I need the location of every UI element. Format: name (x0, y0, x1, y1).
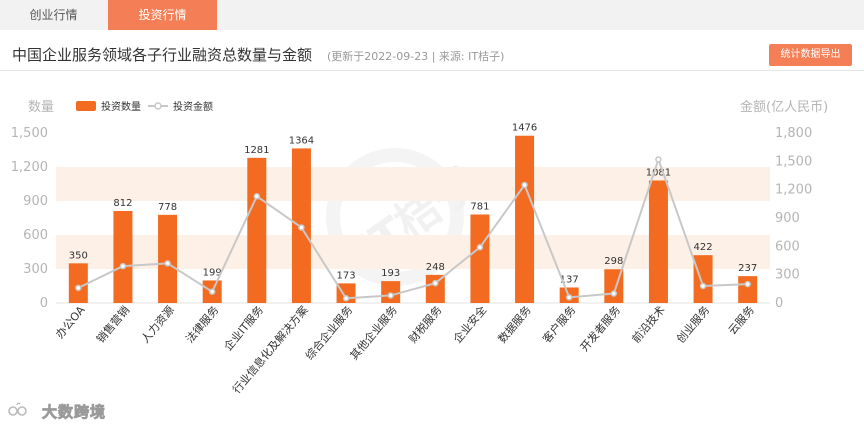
x-category-label: 人力资源 (138, 303, 177, 346)
y-left-tick-label: 300 (23, 262, 48, 277)
x-category-label: 客户服务 (539, 303, 578, 346)
export-data-button[interactable]: 统计数据导出 (769, 44, 852, 66)
x-category-label: 云服务 (726, 304, 757, 338)
chart-header: 中国企业服务领域各子行业融资总数量与金额 (更新于2022-09-23 | 来源… (0, 38, 864, 71)
amount-point (610, 290, 618, 297)
bar-value-label: 778 (158, 202, 177, 213)
amount-point (387, 292, 394, 299)
y-left-tick-label: 0 (40, 296, 48, 311)
bar-value-label: 173 (337, 270, 356, 281)
bar-value-label: 248 (426, 262, 445, 273)
legend-swatch-point (154, 102, 162, 110)
amount-point (476, 244, 484, 251)
x-category-label: 销售营销 (93, 303, 132, 346)
amount-point (298, 224, 305, 231)
y-right-axis-title: 金额(亿人民币) (740, 99, 828, 115)
legend-swatch-bar (76, 101, 96, 111)
amount-point (75, 284, 82, 292)
bar-value-label: 350 (69, 250, 88, 261)
amount-point (699, 282, 707, 290)
x-category-label: 开发者服务 (577, 303, 623, 354)
logo-text: 大数跨境 (42, 403, 107, 422)
y-right-tick-label: 1,800 (775, 126, 812, 141)
bar (425, 274, 445, 303)
x-category-label: 行业信息化及解决方案 (229, 303, 310, 396)
bar-value-label: 237 (738, 263, 757, 274)
amount-point (744, 280, 751, 288)
amount-point (208, 288, 216, 295)
amount-point (119, 262, 127, 270)
amount-point (655, 156, 662, 163)
bar-value-label: 781 (470, 201, 489, 212)
y-left-tick-label: 600 (23, 228, 48, 243)
bar-value-label: 298 (604, 256, 623, 267)
amount-point (342, 295, 350, 302)
bar-value-label: 812 (113, 198, 132, 209)
brand-logo: 大数跨境 (8, 400, 148, 422)
legend-label: 投资金额 (173, 100, 213, 113)
y-left-tick-label: 900 (23, 194, 48, 209)
logo-icon (8, 402, 27, 416)
bar (113, 210, 133, 303)
amount-line (77, 156, 748, 300)
x-category-label: 法律服务 (182, 303, 221, 346)
y-left-tick-label: 1,200 (11, 160, 48, 175)
bar (158, 214, 178, 303)
bar-value-label: 193 (381, 268, 400, 279)
bar (738, 276, 758, 303)
y-right-tick-label: 600 (775, 239, 800, 254)
update-source-note: (更新于2022-09-23 | 来源: IT桔子) (327, 50, 505, 63)
bar-value-label: 199 (203, 267, 222, 278)
y-right-tick-label: 0 (775, 296, 783, 311)
y-right-tick-label: 900 (775, 211, 800, 226)
tab-investment-market[interactable]: 投资行情 (108, 0, 217, 30)
x-category-label: 创业服务 (674, 304, 712, 346)
y-left-axis-title: 数量 (28, 100, 54, 115)
bar (247, 157, 267, 303)
y-right-tick-label: 300 (775, 268, 800, 283)
x-category-label: 数据服务 (495, 303, 534, 346)
y-right-tick-label: 1,500 (775, 154, 812, 169)
bar (648, 180, 668, 303)
bar (68, 263, 88, 303)
tab-startup-market[interactable]: 创业行情 (29, 8, 78, 22)
bar-value-label: 1281 (244, 145, 269, 156)
amount-point (521, 181, 528, 189)
y-right-tick-label: 1,200 (775, 183, 812, 198)
bar (381, 281, 401, 303)
amount-point (164, 260, 171, 267)
bar (515, 135, 535, 303)
amount-point (565, 294, 573, 301)
bar-value-label: 137 (560, 274, 579, 285)
x-category-label: 办公OA (53, 303, 88, 341)
x-category-label: 企业IT服务 (221, 303, 266, 353)
bar (470, 214, 490, 303)
legend-label: 投资数量 (101, 100, 141, 113)
bar-value-label: 1476 (512, 123, 537, 134)
page-title: 中国企业服务领域各子行业融资总数量与金额 (12, 46, 313, 64)
bar (693, 255, 713, 303)
amount-point (253, 193, 261, 200)
bar-value-label: 1081 (646, 167, 671, 178)
bar-value-label: 1364 (289, 135, 314, 146)
amount-point (432, 279, 439, 287)
watermark-ring (326, 148, 464, 286)
x-category-label: 前沿技术 (629, 303, 668, 346)
x-category-label: 财税服务 (406, 303, 445, 346)
bar-value-label: 422 (694, 242, 713, 253)
x-category-label: 企业安全 (450, 303, 489, 346)
tab-bar: 创业行情 投资行情 (0, 0, 864, 30)
y-left-tick-label: 1,500 (11, 126, 48, 141)
